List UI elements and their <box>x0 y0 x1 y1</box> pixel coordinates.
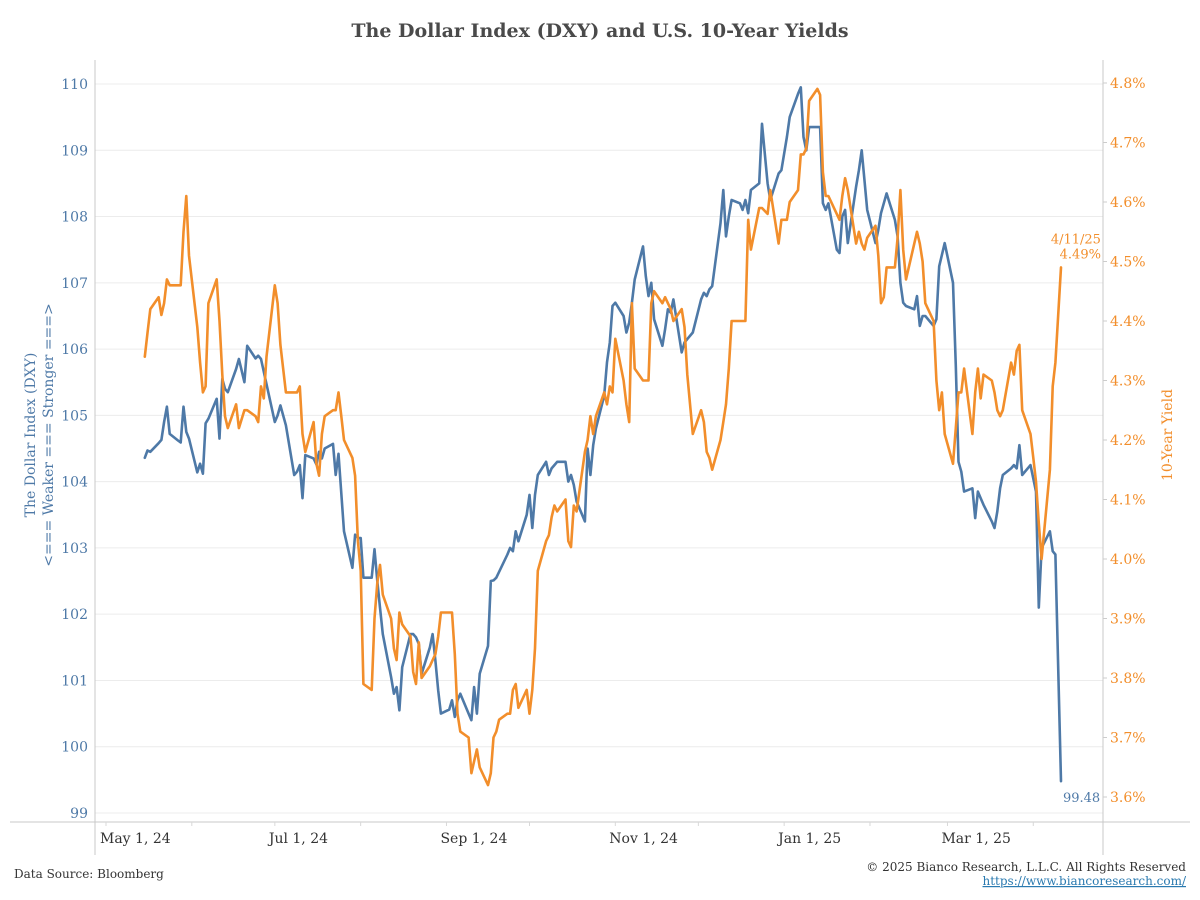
y-tick-label-right: 3.8% <box>1110 671 1146 687</box>
y-tick-label-left: 99 <box>70 806 88 822</box>
series-layer <box>143 86 1063 787</box>
y-tick-label-left: 105 <box>61 408 88 424</box>
x-axis-ticks: May 1, 24 Jul 1, 24 Sep 1, 24 Nov 1, 24 Jan … <box>100 822 1034 847</box>
y-tick-label-left: 107 <box>61 276 88 292</box>
y-tick-label-right: 4.3% <box>1110 374 1146 390</box>
dxy-end-label: 99.48 <box>1063 791 1100 806</box>
yield-end-label: 4.49% <box>1060 247 1101 262</box>
y-tick-label-left: 100 <box>61 740 88 756</box>
x-tick-label: Jan 1, 25 <box>776 831 841 847</box>
y-tick-label-right: 3.7% <box>1110 731 1146 747</box>
chart-title: The Dollar Index (DXY) and U.S. 10-Year … <box>351 20 848 42</box>
dxy-line <box>143 86 1063 783</box>
website-link[interactable]: https://www.biancoresearch.com/ <box>982 874 1186 888</box>
y-tick-label-left: 110 <box>61 77 88 93</box>
y-tick-label-right: 4.8% <box>1110 76 1146 92</box>
y-axis-left-ticks: 99 100 101 102 103 104 105 106 107 108 109 110 <box>61 77 88 822</box>
y-tick-label-right: 4.5% <box>1110 255 1146 271</box>
y-axis-left-title: The Dollar Index (DXY) <box>23 353 39 518</box>
y-tick-label-right: 4.2% <box>1110 433 1146 449</box>
y-tick-label-left: 103 <box>61 541 88 557</box>
axes <box>10 60 1190 855</box>
y-tick-label-right: 4.7% <box>1110 136 1146 152</box>
y-tick-label-right: 3.6% <box>1110 790 1146 806</box>
x-tick-label: May 1, 24 <box>100 831 171 847</box>
y-axis-right-title: 10-Year Yield <box>1160 389 1176 481</box>
data-source: Data Source: Bloomberg <box>14 867 164 881</box>
y-tick-label-right: 4.0% <box>1110 552 1146 568</box>
y-tick-label-left: 106 <box>61 342 88 358</box>
yield-line <box>143 87 1063 787</box>
gridlines <box>95 83 1103 814</box>
y-tick-label-left: 101 <box>61 673 88 689</box>
y-tick-label-right: 4.1% <box>1110 493 1146 509</box>
copyright: © 2025 Bianco Research, L.L.C. All Right… <box>866 860 1186 874</box>
y-tick-label-right: 3.9% <box>1110 612 1146 628</box>
y-tick-label-left: 108 <box>61 210 88 226</box>
x-tick-label: Mar 1, 25 <box>941 831 1010 847</box>
y-tick-label-left: 102 <box>61 607 88 623</box>
x-tick-label: Sep 1, 24 <box>440 831 507 847</box>
y-tick-label-left: 109 <box>61 143 88 159</box>
y-tick-label-right: 4.6% <box>1110 195 1146 211</box>
y-tick-label-right: 4.4% <box>1110 314 1146 330</box>
y-tick-label-left: 104 <box>61 475 88 491</box>
x-tick-label: Jul 1, 24 <box>267 831 328 847</box>
y-axis-left-subtitle: <=== Weaker === Stronger ===> <box>41 303 57 566</box>
x-tick-label: Nov 1, 24 <box>609 831 678 847</box>
yield-end-label: 4/11/25 <box>1051 232 1101 247</box>
annotations: 4/11/254.49% 99.48 <box>1051 232 1101 806</box>
y-axis-right-ticks: 3.6% 3.7% 3.8% 3.9% 4.0% 4.1% 4.2% 4.3% 4.4% 4.5%… <box>1103 76 1146 806</box>
